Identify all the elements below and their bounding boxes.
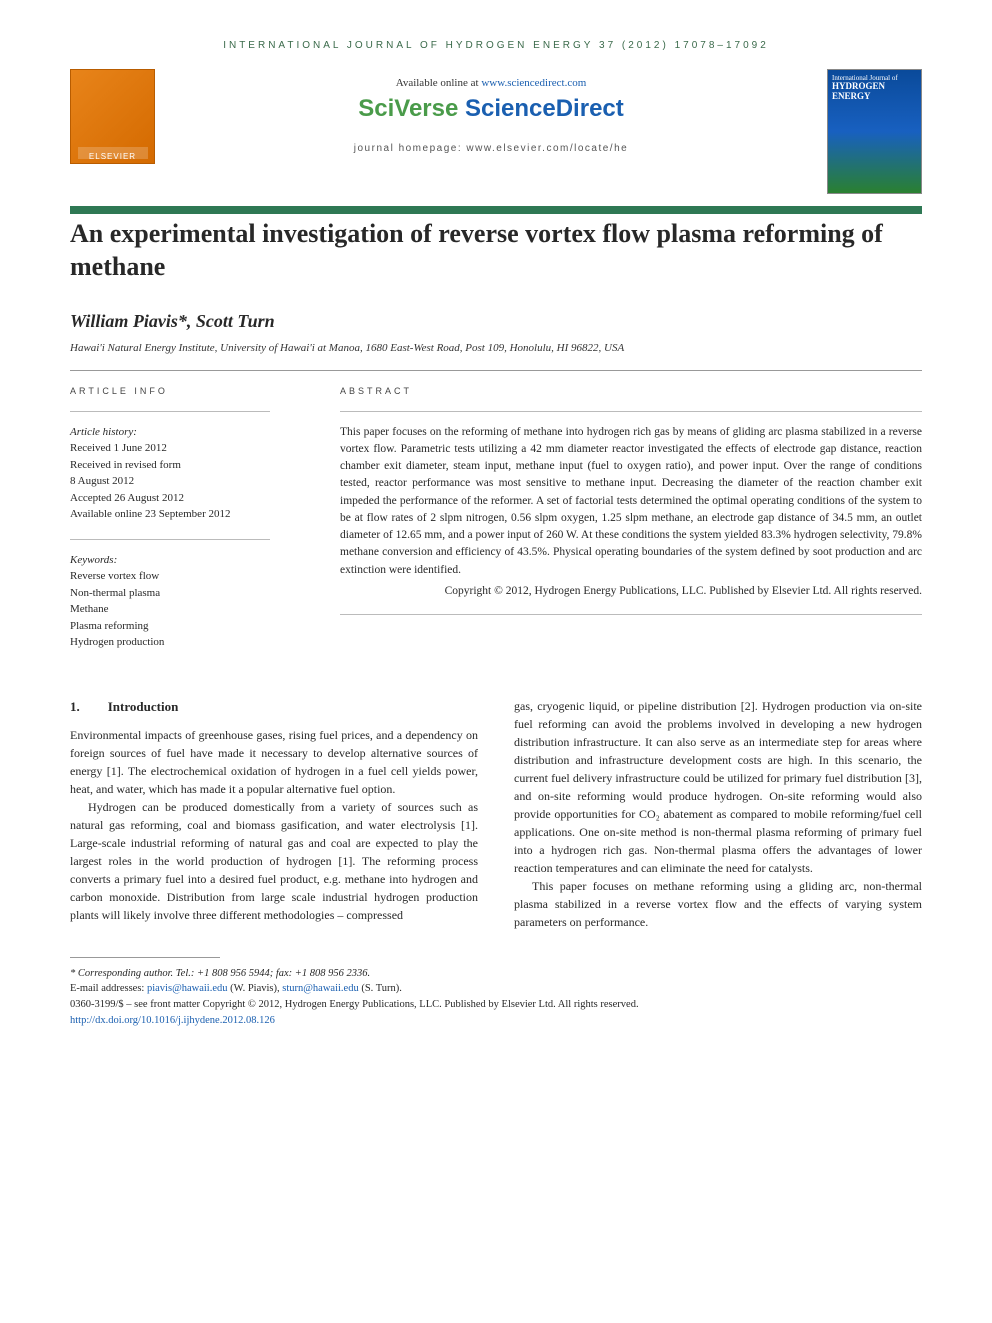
keyword: Non-thermal plasma	[70, 585, 300, 602]
history-line: Available online 23 September 2012	[70, 506, 300, 523]
history-line: Received in revised form	[70, 457, 300, 474]
keywords: Keywords: Reverse vortex flow Non-therma…	[70, 552, 300, 651]
email-label: E-mail addresses:	[70, 983, 147, 994]
keyword: Methane	[70, 601, 300, 618]
issn-line: 0360-3199/$ – see front matter Copyright…	[70, 997, 922, 1013]
sciencedirect-link[interactable]: www.sciencedirect.com	[481, 77, 586, 89]
available-online: Available online at www.sciencedirect.co…	[170, 77, 812, 89]
title-bar	[70, 206, 922, 214]
article-info: ARTICLE INFO Article history: Received 1…	[70, 385, 300, 667]
elsevier-logo[interactable]: ELSEVIER	[70, 69, 155, 164]
abstract-end-divider	[340, 614, 922, 615]
keyword: Hydrogen production	[70, 634, 300, 651]
footer-divider	[70, 957, 220, 958]
doi-link[interactable]: http://dx.doi.org/10.1016/j.ijhydene.201…	[70, 1015, 275, 1026]
history-label: Article history:	[70, 424, 300, 441]
top-banner: ELSEVIER Available online at www.science…	[70, 69, 922, 194]
elsevier-text: ELSEVIER	[89, 152, 136, 161]
info-abstract-row: ARTICLE INFO Article history: Received 1…	[70, 385, 922, 667]
column-right: gas, cryogenic liquid, or pipeline distr…	[514, 697, 922, 931]
intro-heading: 1. Introduction	[70, 697, 478, 717]
history-line: Received 1 June 2012	[70, 440, 300, 457]
banner-center: Available online at www.sciencedirect.co…	[170, 69, 812, 154]
sciverse-logo: SciVerse ScienceDirect	[170, 95, 812, 123]
journal-cover[interactable]: International Journal of HYDROGEN ENERGY	[827, 69, 922, 194]
section-title: Introduction	[108, 699, 179, 714]
email-line: E-mail addresses: piavis@hawaii.edu (W. …	[70, 981, 922, 997]
abstract: ABSTRACT This paper focuses on the refor…	[340, 385, 922, 667]
abstract-head: ABSTRACT	[340, 385, 922, 399]
abstract-divider	[340, 411, 922, 412]
cover-title-2: ENERGY	[832, 92, 917, 102]
email-name-2: (S. Turn).	[359, 983, 402, 994]
article-history: Article history: Received 1 June 2012 Re…	[70, 424, 300, 523]
history-line: Accepted 26 August 2012	[70, 490, 300, 507]
divider	[70, 370, 922, 371]
corresponding-author: * Corresponding author. Tel.: +1 808 956…	[70, 966, 922, 982]
column-left: 1. Introduction Environmental impacts of …	[70, 697, 478, 931]
email-name-1: (W. Piavis),	[228, 983, 283, 994]
keywords-label: Keywords:	[70, 552, 300, 569]
article-title: An experimental investigation of reverse…	[70, 218, 922, 283]
affiliation: Hawai'i Natural Energy Institute, Univer…	[70, 342, 922, 354]
section-number: 1.	[70, 699, 80, 714]
article-info-head: ARTICLE INFO	[70, 385, 300, 399]
info-divider-1	[70, 411, 270, 412]
journal-header: INTERNATIONAL JOURNAL OF HYDROGEN ENERGY…	[70, 40, 922, 51]
abstract-text: This paper focuses on the reforming of m…	[340, 424, 922, 579]
info-divider-2	[70, 539, 270, 540]
keyword: Reverse vortex flow	[70, 568, 300, 585]
history-line: 8 August 2012	[70, 473, 300, 490]
email-link-1[interactable]: piavis@hawaii.edu	[147, 983, 228, 994]
intro-p4: This paper focuses on methane reforming …	[514, 877, 922, 931]
available-prefix: Available online at	[396, 77, 482, 89]
intro-p1: Environmental impacts of greenhouse gase…	[70, 726, 478, 798]
body-columns: 1. Introduction Environmental impacts of …	[70, 697, 922, 931]
authors: William Piavis*, Scott Turn	[70, 311, 922, 332]
intro-p2: Hydrogen can be produced domestically fr…	[70, 798, 478, 924]
footer: * Corresponding author. Tel.: +1 808 956…	[70, 966, 922, 1029]
sciverse-word: SciVerse	[358, 95, 465, 122]
email-link-2[interactable]: sturn@hawaii.edu	[282, 983, 358, 994]
copyright: Copyright © 2012, Hydrogen Energy Public…	[340, 583, 922, 600]
sciencedirect-word: ScienceDirect	[465, 95, 624, 122]
keyword: Plasma reforming	[70, 618, 300, 635]
journal-homepage: journal homepage: www.elsevier.com/locat…	[170, 143, 812, 154]
intro-p3: gas, cryogenic liquid, or pipeline distr…	[514, 697, 922, 877]
